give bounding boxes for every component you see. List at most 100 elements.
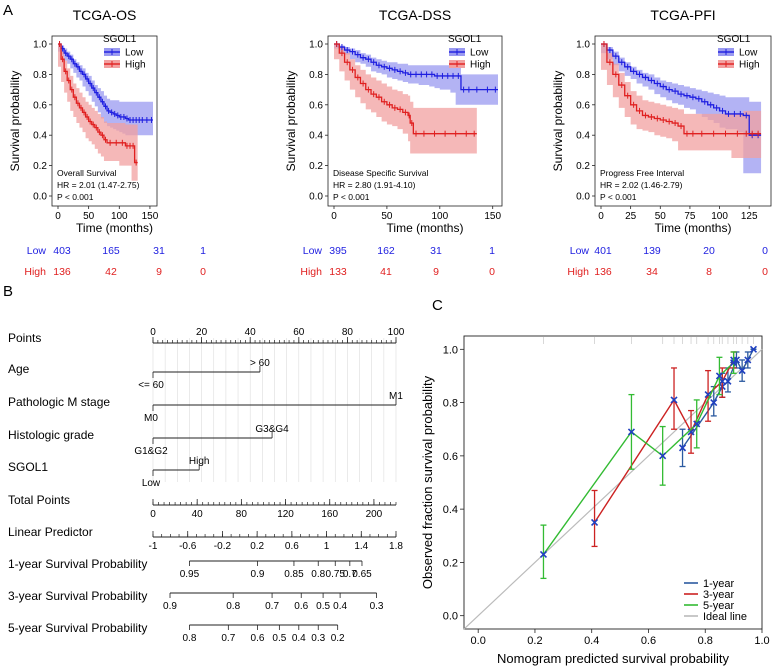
- prob-tick-label: 0.75: [326, 569, 346, 580]
- row-label: 3-year Survival Probability: [8, 589, 147, 603]
- risk-table-value: 139: [643, 245, 661, 257]
- panel-letter-a: A: [3, 2, 13, 19]
- x-tick-label: 75: [684, 211, 696, 222]
- risk-table-group-high: High: [300, 266, 322, 278]
- risk-table-value: 0: [489, 266, 495, 278]
- risk-table-value: 42: [105, 266, 117, 278]
- plot-frame: [327, 35, 503, 207]
- legend-label-low: Low: [125, 48, 144, 59]
- y-tick-label: 0.0: [309, 192, 323, 203]
- prob-tick-label: 0.3: [311, 633, 325, 644]
- y-tick-label: 0.4: [33, 131, 47, 142]
- data-point-3year: [670, 396, 678, 404]
- data-point-3year: [590, 518, 599, 527]
- prob-tick-label: 0.8: [311, 569, 325, 580]
- prob-tick-label: 0.6: [294, 601, 308, 612]
- scale-tick-label: 40: [192, 509, 204, 520]
- prob-tick-label: 0.65: [352, 569, 372, 580]
- data-point-3year: [687, 428, 695, 436]
- row-label: SGOL1: [8, 460, 48, 474]
- data-point-1year: [749, 345, 758, 353]
- scale-tick-label: 0: [150, 327, 156, 338]
- x-tick-label: 100: [431, 211, 448, 222]
- scale-tick-label: 1.4: [354, 541, 368, 552]
- x-tick-label: 100: [111, 211, 128, 222]
- risk-table-group-low: Low: [303, 245, 323, 257]
- y-tick-label: 0.4: [309, 131, 323, 142]
- prob-tick-label: 0.2: [331, 633, 345, 644]
- x-tick-label: 50: [83, 211, 95, 222]
- data-point-5year: [539, 550, 548, 558]
- risk-table-value: 133: [329, 266, 347, 278]
- ci-band-high: [334, 44, 477, 154]
- risk-table-value: 41: [380, 266, 392, 278]
- y-tick-label: 0.8: [576, 70, 590, 81]
- legend-label-high: High: [470, 60, 491, 71]
- data-point-3year: [718, 377, 726, 385]
- prob-tick-label: 0.7: [221, 633, 235, 644]
- y-tick-label: 0.0: [576, 192, 590, 203]
- risk-table-value: 31: [430, 245, 442, 257]
- legend-label: Ideal line: [703, 611, 747, 623]
- risk-table-value: 165: [102, 245, 120, 257]
- variable-level-label: G1&G2: [134, 446, 168, 457]
- km-chart-dss: TCGA-DSS 0.0 0.2 0.4 0.6 0.8 1.0 0 50 100 150 Time …: [284, 7, 503, 278]
- x-axis-label: Time (months): [76, 221, 153, 235]
- data-point-5year: [693, 420, 701, 428]
- stat-annotation: Progress Free Interval: [600, 168, 684, 178]
- x-axis-label: Nomogram predicted survival probability: [497, 651, 729, 666]
- y-tick-label: 0.4: [576, 131, 590, 142]
- x-axis-label: Time (months): [655, 221, 732, 235]
- prob-tick-label: 0.7: [343, 569, 357, 580]
- risk-table-value: 162: [377, 245, 395, 257]
- stat-annotation: P < 0.001: [333, 192, 370, 202]
- prob-tick-label: 0.5: [316, 601, 330, 612]
- stat-annotation: HR = 2.01 (1.47-2.75): [57, 180, 140, 190]
- scale-tick-label: 80: [342, 327, 354, 338]
- data-point-1year: [710, 399, 718, 407]
- legend-label-high: High: [739, 60, 760, 71]
- risk-table-value: 34: [646, 266, 658, 278]
- risk-table-value: 1: [489, 245, 495, 257]
- row-label: Age: [8, 362, 30, 376]
- x-tick-label: 100: [711, 211, 728, 222]
- survival-line-low: [601, 43, 762, 136]
- x-tick-label: 0.6: [641, 635, 656, 647]
- legend-title: SGOL1: [103, 34, 137, 45]
- x-tick-label: 50: [655, 211, 667, 222]
- variable-level-label: > 60: [250, 358, 270, 369]
- legend-label: 3-year: [703, 589, 735, 601]
- chart-title: TCGA-PFI: [650, 7, 715, 23]
- scale-tick-label: 100: [388, 327, 405, 338]
- y-tick-label: 0.8: [33, 70, 47, 81]
- x-tick-label: 0.8: [698, 635, 713, 647]
- risk-table-group-high: High: [24, 266, 46, 278]
- plot-frame: [51, 35, 158, 207]
- x-tick-label: 0.0: [471, 635, 486, 647]
- ci-band-low: [58, 44, 153, 136]
- risk-table-value: 20: [703, 245, 715, 257]
- legend-label-low: Low: [470, 48, 489, 59]
- prob-tick-label: 0.95: [180, 569, 200, 580]
- y-axis-label: Survival probability: [284, 71, 298, 172]
- stat-annotation: HR = 2.80 (1.91-4.10): [333, 180, 416, 190]
- row-label: Total Points: [8, 493, 70, 507]
- risk-table-value: 31: [153, 245, 165, 257]
- x-tick-label: 25: [625, 211, 637, 222]
- nomogram-chart: Points 0 20 40 60 80 100 Age <= 60 > 60 Pathologic…: [8, 327, 405, 644]
- data-point-1year: [738, 367, 746, 375]
- variable-level-label: M1: [389, 391, 403, 402]
- x-tick-label: 150: [142, 211, 159, 222]
- x-tick-label: 150: [484, 211, 501, 222]
- legend-label-high: High: [125, 60, 146, 71]
- scale-tick-label: 1: [324, 541, 330, 552]
- scale-tick-label: 200: [366, 509, 383, 520]
- scale-tick-label: -1: [149, 541, 158, 552]
- data-point-5year: [627, 428, 636, 436]
- y-tick-label: 1.0: [443, 344, 458, 356]
- y-tick-label: 0.4: [443, 504, 458, 516]
- x-tick-label: 1.0: [754, 635, 769, 647]
- prob-tick-label: 0.8: [226, 601, 240, 612]
- ideal-line: [463, 348, 763, 630]
- data-point-5year: [659, 452, 667, 460]
